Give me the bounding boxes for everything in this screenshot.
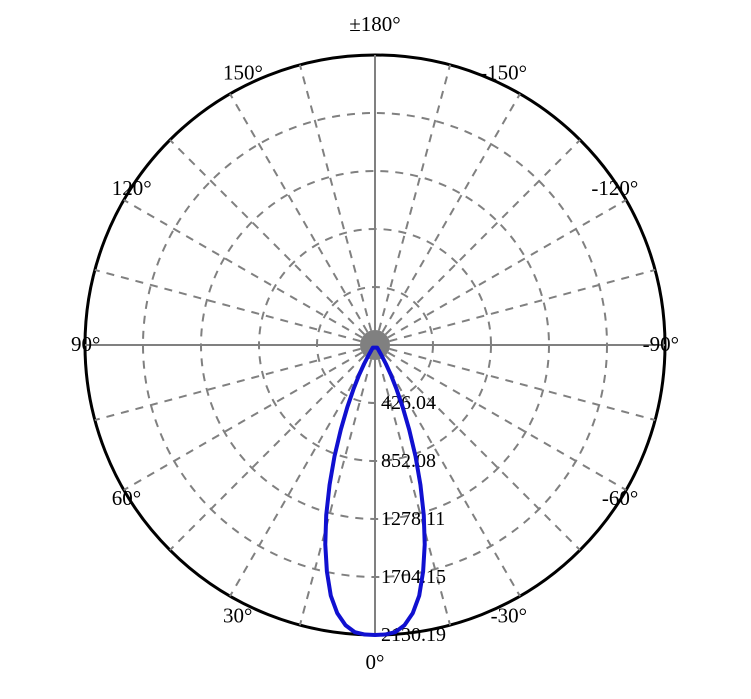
- polar-chart: 426.04852.081278.111704.152130.19 0°30°6…: [0, 0, 751, 699]
- angle-label: 30°: [223, 603, 252, 627]
- angle-label: -60°: [602, 486, 638, 510]
- grid-spoke: [170, 345, 375, 550]
- grid-spoke: [230, 94, 375, 345]
- grid-spoke: [375, 65, 450, 345]
- angle-label: 60°: [112, 486, 141, 510]
- grid-spoke: [230, 345, 375, 596]
- grid-spoke: [375, 200, 626, 345]
- grid-spoke: [170, 140, 375, 345]
- angle-label: -30°: [491, 603, 527, 627]
- polar-grid: [85, 55, 665, 635]
- angle-label: 150°: [223, 61, 263, 85]
- angle-label: 0°: [366, 650, 385, 674]
- grid-spoke: [124, 200, 375, 345]
- grid-spoke: [300, 65, 375, 345]
- radial-label: 1704.15: [381, 566, 446, 588]
- radial-label: 1278.11: [381, 508, 445, 530]
- grid-spoke: [300, 345, 375, 625]
- angle-label: -120°: [591, 176, 638, 200]
- grid-spoke: [375, 140, 580, 345]
- angle-label: ±180°: [349, 12, 400, 36]
- grid-spoke: [95, 270, 375, 345]
- angle-label: 90°: [71, 332, 100, 356]
- angle-label: -150°: [480, 61, 527, 85]
- angle-label: 120°: [112, 176, 152, 200]
- center-hub: [360, 330, 390, 360]
- angle-label: -90°: [643, 332, 679, 356]
- grid-spoke: [375, 94, 520, 345]
- grid-spoke: [124, 345, 375, 490]
- radial-label: 852.08: [381, 450, 436, 472]
- radial-label: 426.04: [381, 392, 436, 414]
- grid-spoke: [375, 270, 655, 345]
- grid-spoke: [95, 345, 375, 420]
